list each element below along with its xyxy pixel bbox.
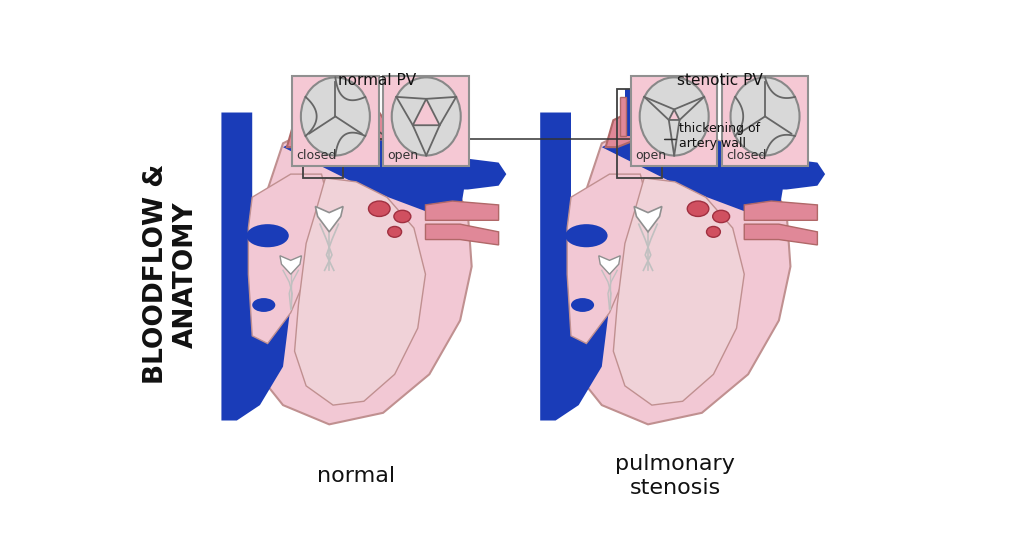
Text: normal: normal: [317, 466, 395, 486]
Text: closed: closed: [296, 149, 337, 162]
Ellipse shape: [730, 77, 800, 155]
Bar: [621, 97, 626, 136]
FancyBboxPatch shape: [631, 75, 717, 167]
Polygon shape: [599, 255, 621, 274]
Polygon shape: [221, 112, 291, 420]
Ellipse shape: [247, 224, 289, 247]
Text: stenotic PV: stenotic PV: [677, 73, 763, 88]
Bar: [625, 89, 655, 136]
Ellipse shape: [388, 226, 401, 237]
Polygon shape: [602, 132, 782, 212]
FancyBboxPatch shape: [383, 75, 469, 167]
Ellipse shape: [571, 298, 594, 312]
Polygon shape: [283, 132, 464, 212]
FancyBboxPatch shape: [292, 75, 379, 167]
Text: closed: closed: [726, 149, 766, 162]
Polygon shape: [425, 201, 499, 220]
Ellipse shape: [640, 77, 709, 155]
Polygon shape: [413, 99, 439, 125]
Bar: [617, 89, 662, 178]
Polygon shape: [567, 174, 648, 344]
Ellipse shape: [394, 210, 411, 222]
Bar: [303, 89, 343, 178]
Text: pulmonary
stenosis: pulmonary stenosis: [615, 454, 735, 498]
Polygon shape: [605, 105, 706, 147]
FancyBboxPatch shape: [722, 75, 808, 167]
Bar: [306, 89, 337, 136]
Ellipse shape: [252, 298, 275, 312]
Polygon shape: [249, 174, 330, 344]
Ellipse shape: [565, 224, 607, 247]
Text: normal PV: normal PV: [338, 73, 416, 88]
Bar: [655, 97, 660, 136]
Ellipse shape: [687, 201, 709, 216]
Ellipse shape: [713, 210, 730, 222]
Polygon shape: [613, 178, 744, 405]
Polygon shape: [422, 159, 506, 190]
Polygon shape: [634, 206, 662, 232]
Ellipse shape: [369, 201, 390, 216]
Polygon shape: [541, 112, 609, 420]
Polygon shape: [744, 224, 817, 245]
Ellipse shape: [301, 77, 370, 155]
Text: thickening of
artery wall: thickening of artery wall: [679, 122, 760, 150]
Text: BLOODFLOW &
ANATOMY: BLOODFLOW & ANATOMY: [142, 164, 199, 385]
Polygon shape: [280, 255, 301, 274]
Polygon shape: [425, 224, 499, 245]
Ellipse shape: [707, 226, 720, 237]
Polygon shape: [563, 128, 791, 424]
Ellipse shape: [392, 77, 461, 155]
Polygon shape: [287, 105, 387, 147]
Polygon shape: [315, 206, 343, 232]
Polygon shape: [245, 128, 472, 424]
Text: open: open: [387, 149, 418, 162]
Text: open: open: [635, 149, 666, 162]
Polygon shape: [669, 110, 680, 120]
Polygon shape: [740, 159, 825, 190]
Polygon shape: [744, 201, 817, 220]
Polygon shape: [295, 178, 425, 405]
